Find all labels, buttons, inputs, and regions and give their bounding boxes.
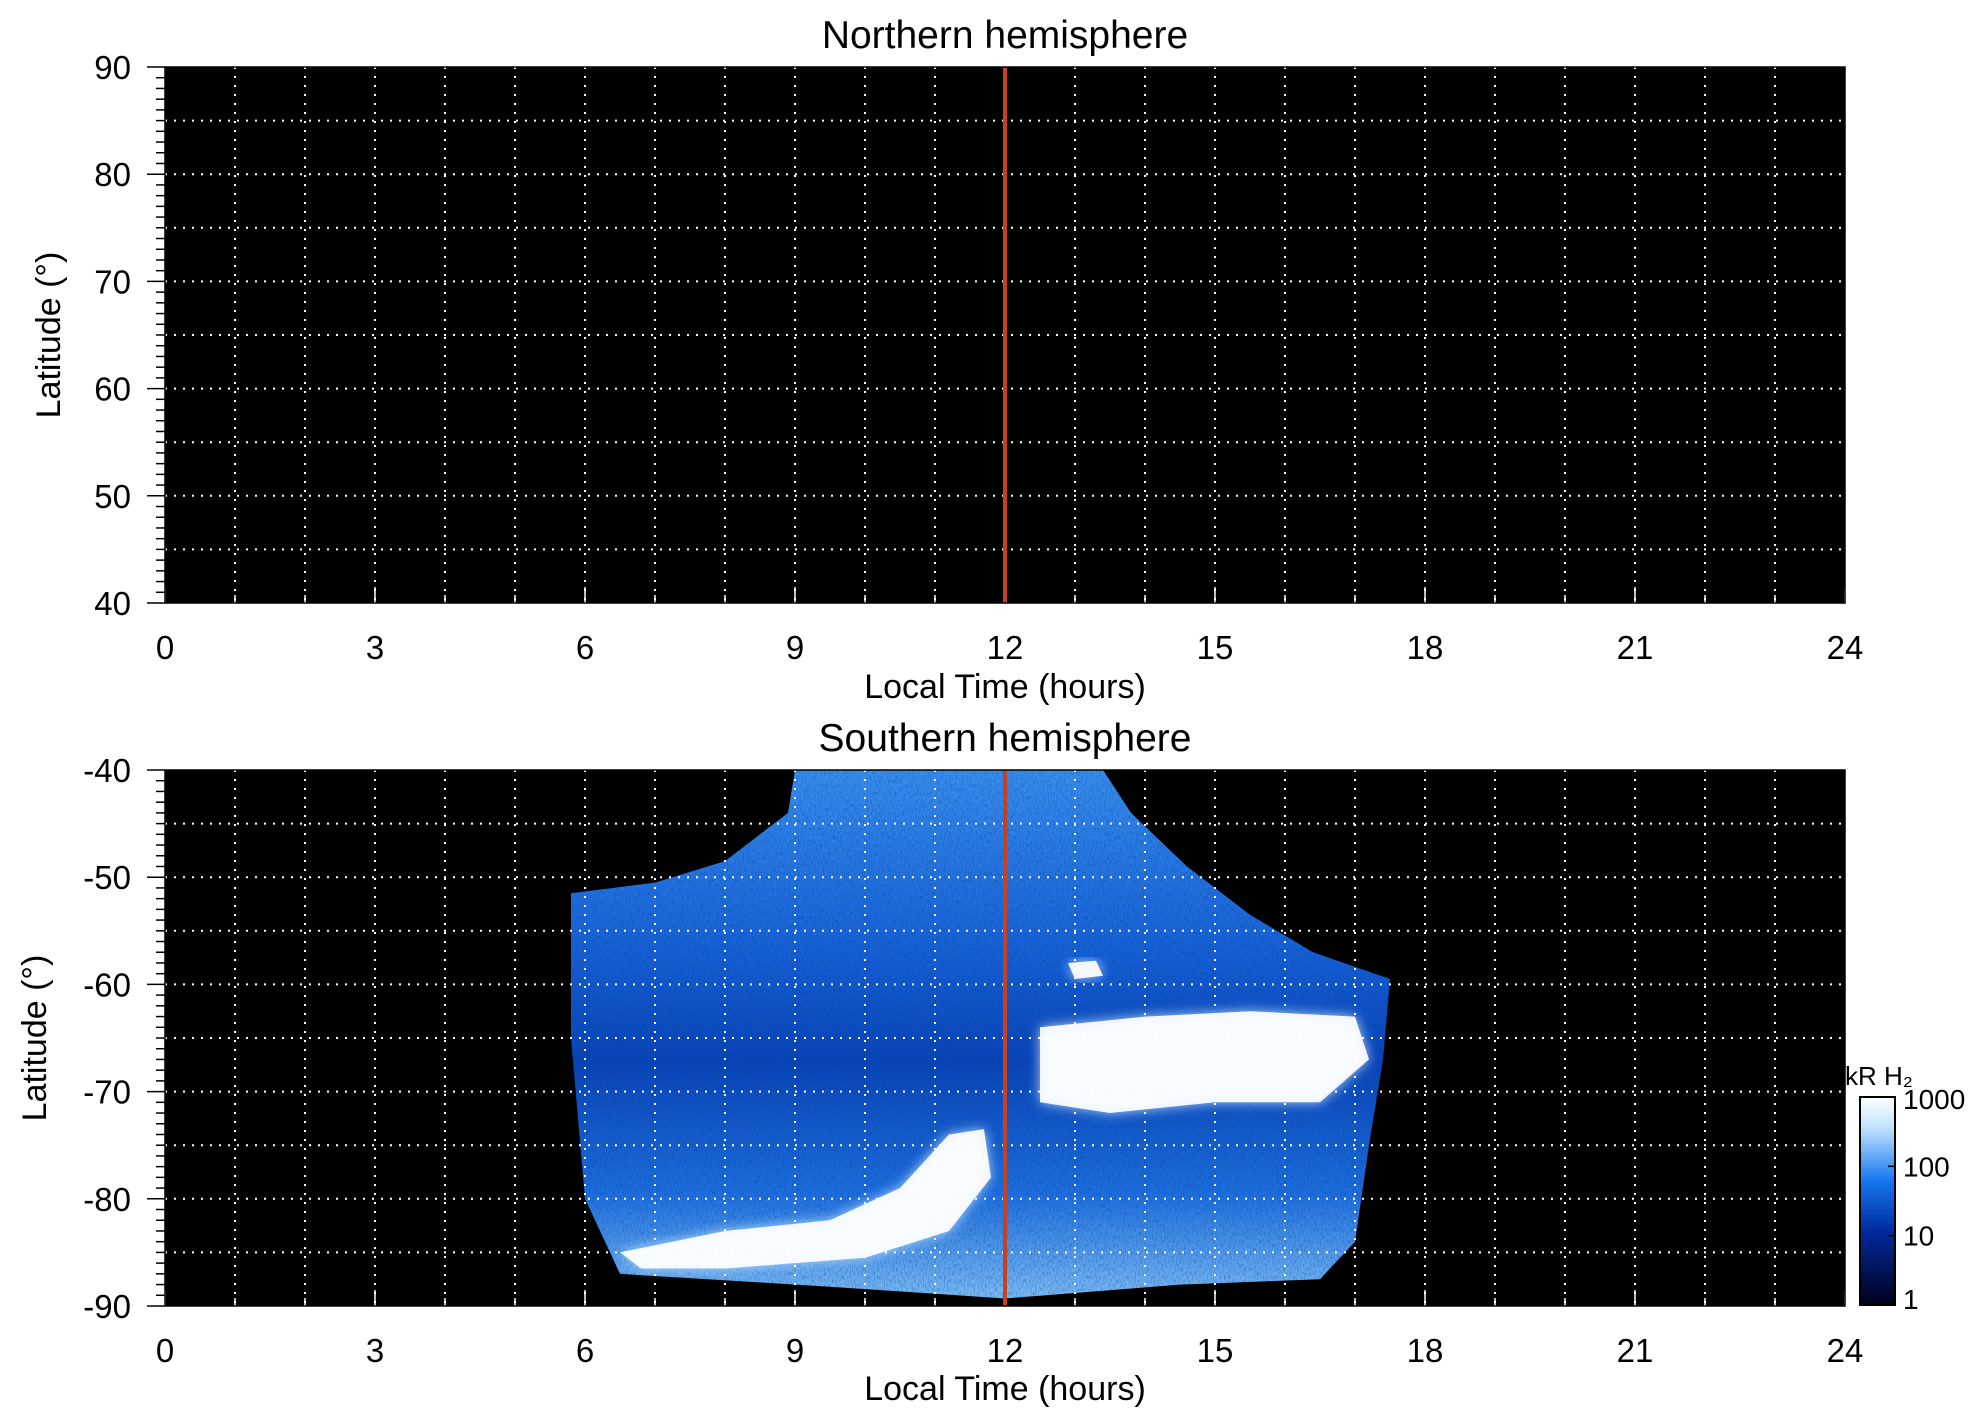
plot-frame [164, 769, 1846, 1307]
x-tick-label: 3 [366, 629, 384, 666]
northern-panel: Northern hemisphere 0 3 6 9 12 15 18 21 24 40 50 6… [30, 14, 1863, 706]
x-tick-label: 0 [156, 629, 174, 666]
y-tick-labels: 40 50 60 70 80 90 [94, 49, 131, 622]
x-tick-label: 12 [987, 629, 1024, 666]
x-tick-label: 9 [786, 629, 804, 666]
x-tick-label: 9 [786, 1332, 804, 1369]
y-axis-label: Latitude (°) [30, 252, 68, 419]
x-axis-label: Local Time (hours) [864, 668, 1146, 706]
y-tick-label: -80 [83, 1181, 131, 1218]
axis-ticks [147, 66, 1846, 604]
emission-map [571, 770, 1390, 1299]
x-tick-label: 24 [1827, 629, 1864, 666]
panel-title: Northern hemisphere [822, 14, 1188, 57]
x-axis-label: Local Time (hours) [864, 1370, 1146, 1408]
x-tick-label: 18 [1407, 1332, 1444, 1369]
x-tick-label: 21 [1617, 629, 1654, 666]
y-tick-label: 90 [94, 49, 131, 86]
y-tick-label: 70 [94, 263, 131, 300]
y-tick-label: -40 [83, 752, 131, 789]
y-tick-label: -60 [83, 966, 131, 1003]
grid [165, 770, 1845, 1306]
x-tick-label: 3 [366, 1332, 384, 1369]
y-tick-label: -70 [83, 1074, 131, 1111]
axis-ticks [147, 769, 1846, 1307]
y-tick-label: 60 [94, 371, 131, 408]
x-tick-label: 0 [156, 1332, 174, 1369]
bright-emission-feature [1068, 960, 1103, 979]
y-tick-labels: -40 -50 -60 -70 -80 -90 [83, 752, 131, 1325]
x-tick-labels: 0 3 6 9 12 15 18 21 24 [156, 1332, 1864, 1369]
colorbar-tick-label: 1000 [1903, 1084, 1965, 1115]
x-tick-label: 6 [576, 1332, 594, 1369]
y-tick-label: -90 [83, 1288, 131, 1325]
colorbar-gradient [1859, 1096, 1896, 1306]
x-tick-label: 6 [576, 629, 594, 666]
x-tick-label: 24 [1827, 1332, 1864, 1369]
y-tick-label: 40 [94, 585, 131, 622]
x-tick-labels: 0 3 6 9 12 15 18 21 24 [156, 629, 1864, 666]
y-tick-label: -50 [83, 859, 131, 896]
colorbar-tick-label: 1 [1903, 1284, 1919, 1315]
y-tick-label: 80 [94, 156, 131, 193]
y-tick-label: 50 [94, 478, 131, 515]
y-axis-label: Latitude (°) [16, 955, 54, 1122]
x-tick-label: 18 [1407, 629, 1444, 666]
x-tick-label: 21 [1617, 1332, 1654, 1369]
bright-emission-feature [620, 1129, 991, 1269]
plot-frame [164, 66, 1846, 604]
grid [165, 67, 1845, 603]
x-tick-label: 12 [987, 1332, 1024, 1369]
colorbar: kR H₂ 1000 100 10 1 [1845, 1061, 1965, 1315]
x-tick-label: 15 [1197, 1332, 1234, 1369]
colorbar-tick-label: 100 [1903, 1151, 1950, 1182]
colorbar-label: kR H₂ [1845, 1061, 1913, 1091]
x-tick-label: 15 [1197, 629, 1234, 666]
colorbar-tick-label: 10 [1903, 1221, 1934, 1252]
bright-emission-feature [1040, 1011, 1369, 1113]
colorbar-ticks: 1000 100 10 1 [1888, 1084, 1965, 1315]
panel-title: Southern hemisphere [819, 717, 1192, 760]
southern-panel: Southern hemisphere 0 3 6 9 12 15 18 21 24 -40 -5… [16, 717, 1863, 1408]
